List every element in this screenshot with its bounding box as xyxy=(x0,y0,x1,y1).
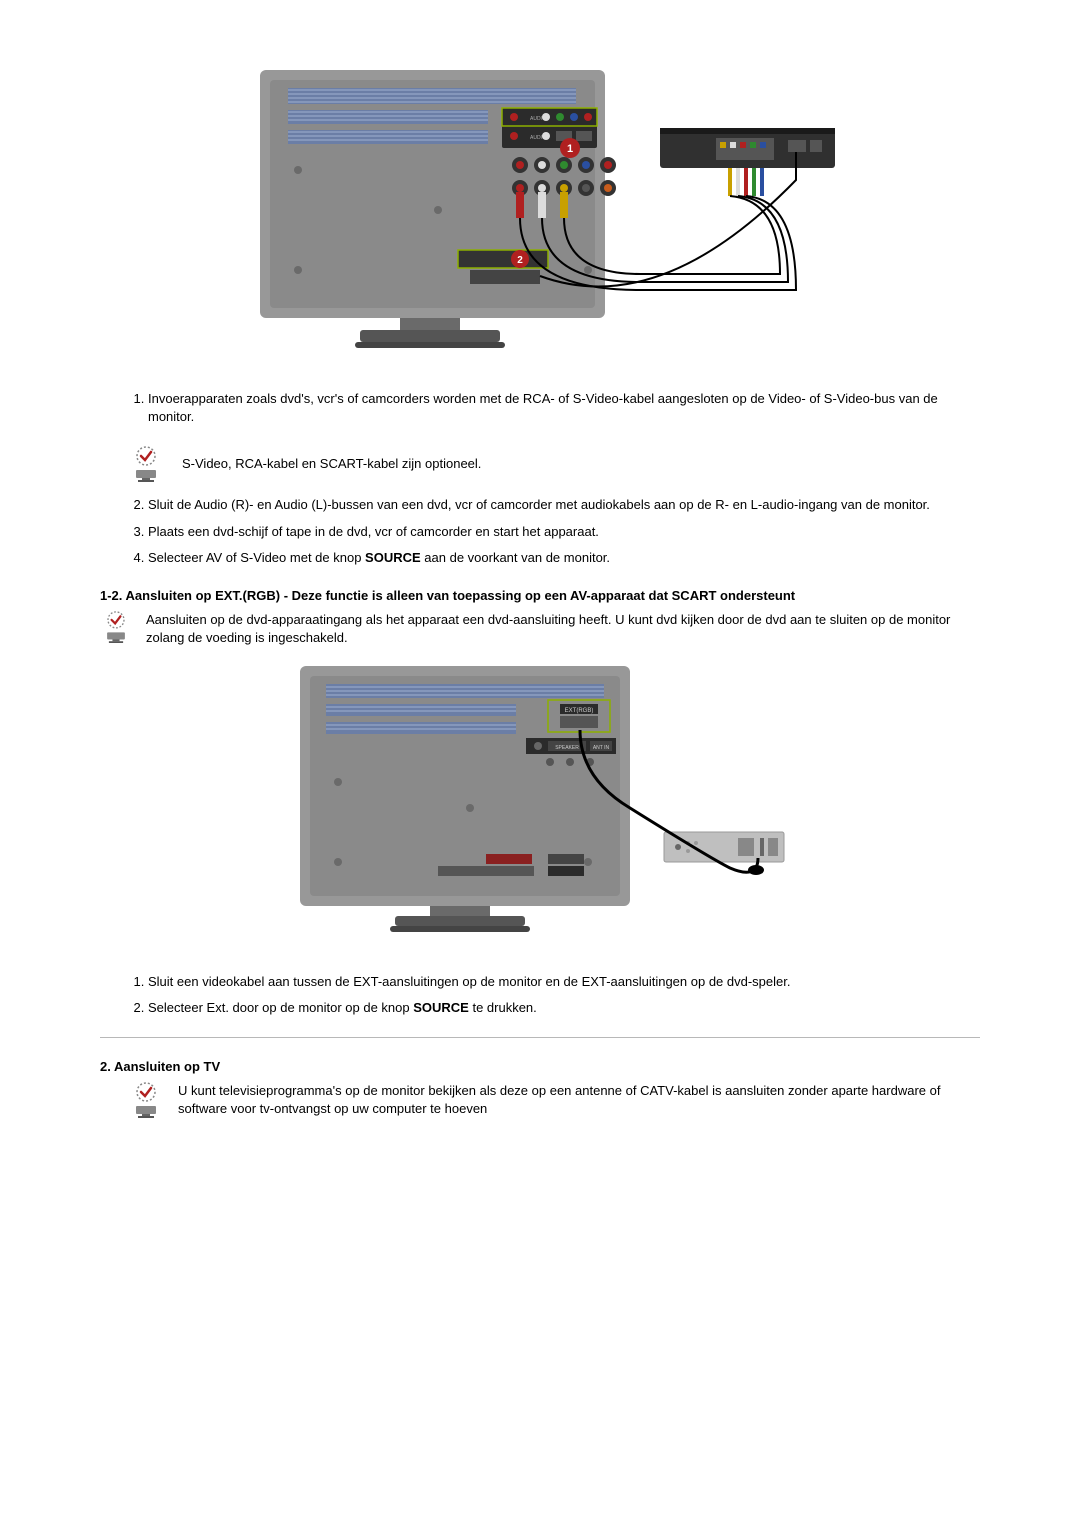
step-text-bold: SOURCE xyxy=(413,1000,469,1015)
figure1-svg: AUDIO AUDIO 1 2 xyxy=(240,60,840,360)
step-text: Sluit een videokabel aan tussen de EXT-a… xyxy=(148,974,790,989)
step-item: Sluit de Audio (R)- en Audio (L)-bussen … xyxy=(148,496,980,514)
figure-connection-1: AUDIO AUDIO 1 2 xyxy=(240,60,840,360)
checkmark-monitor-icon xyxy=(128,1082,164,1118)
svg-text:EXT(RGB): EXT(RGB) xyxy=(565,708,594,714)
step-text: Selecteer AV of S-Video met de knop xyxy=(148,550,365,565)
note-text: Aansluiten op de dvd-apparaatingang als … xyxy=(146,611,980,647)
svg-text:ANT IN: ANT IN xyxy=(593,745,610,751)
figure-connection-2: EXT(RGB) SPEAKER ANT IN xyxy=(290,658,790,943)
step-item: Plaats een dvd-schijf of tape in de dvd,… xyxy=(148,523,980,541)
note-ext-rgb: Aansluiten op de dvd-apparaatingang als … xyxy=(100,611,980,647)
note-text: U kunt televisieprogramma's op de monito… xyxy=(178,1082,980,1118)
step-text: Invoerapparaten zoals dvd's, vcr's of ca… xyxy=(148,391,938,424)
step-text: aan de voorkant van de monitor. xyxy=(421,550,610,565)
step-text: Sluit de Audio (R)- en Audio (L)-bussen … xyxy=(148,497,930,512)
section-heading-tv: 2. Aansluiten op TV xyxy=(100,1058,980,1076)
step-text: Selecteer Ext. door op de monitor op de … xyxy=(148,1000,413,1015)
step-text: Plaats een dvd-schijf of tape in de dvd,… xyxy=(148,524,599,539)
section-heading-ext-rgb: 1-2. Aansluiten op EXT.(RGB) - Deze func… xyxy=(100,587,980,605)
note-text: S-Video, RCA-kabel en SCART-kabel zijn o… xyxy=(182,455,980,473)
svg-text:2: 2 xyxy=(517,255,523,266)
step-text: te drukken. xyxy=(469,1000,537,1015)
steps-list-2: Sluit de Audio (R)- en Audio (L)-bussen … xyxy=(100,496,980,567)
checkmark-monitor-icon xyxy=(100,611,132,643)
checkmark-monitor-icon xyxy=(128,446,164,482)
steps-list-ext: Sluit een videokabel aan tussen de EXT-a… xyxy=(100,973,980,1017)
step-item: Invoerapparaten zoals dvd's, vcr's of ca… xyxy=(148,390,980,426)
step-item: Selecteer Ext. door op de monitor op de … xyxy=(148,999,980,1017)
figure2-svg: EXT(RGB) SPEAKER ANT IN xyxy=(290,658,790,943)
note-optional-cables: S-Video, RCA-kabel en SCART-kabel zijn o… xyxy=(128,446,980,482)
steps-list-1: Invoerapparaten zoals dvd's, vcr's of ca… xyxy=(100,390,980,426)
section-divider xyxy=(100,1037,980,1038)
step-item: Selecteer AV of S-Video met de knop SOUR… xyxy=(148,549,980,567)
step-item: Sluit een videokabel aan tussen de EXT-a… xyxy=(148,973,980,991)
note-tv: U kunt televisieprogramma's op de monito… xyxy=(128,1082,980,1118)
step-text-bold: SOURCE xyxy=(365,550,421,565)
svg-text:SPEAKER: SPEAKER xyxy=(555,745,579,751)
svg-text:1: 1 xyxy=(567,143,573,155)
